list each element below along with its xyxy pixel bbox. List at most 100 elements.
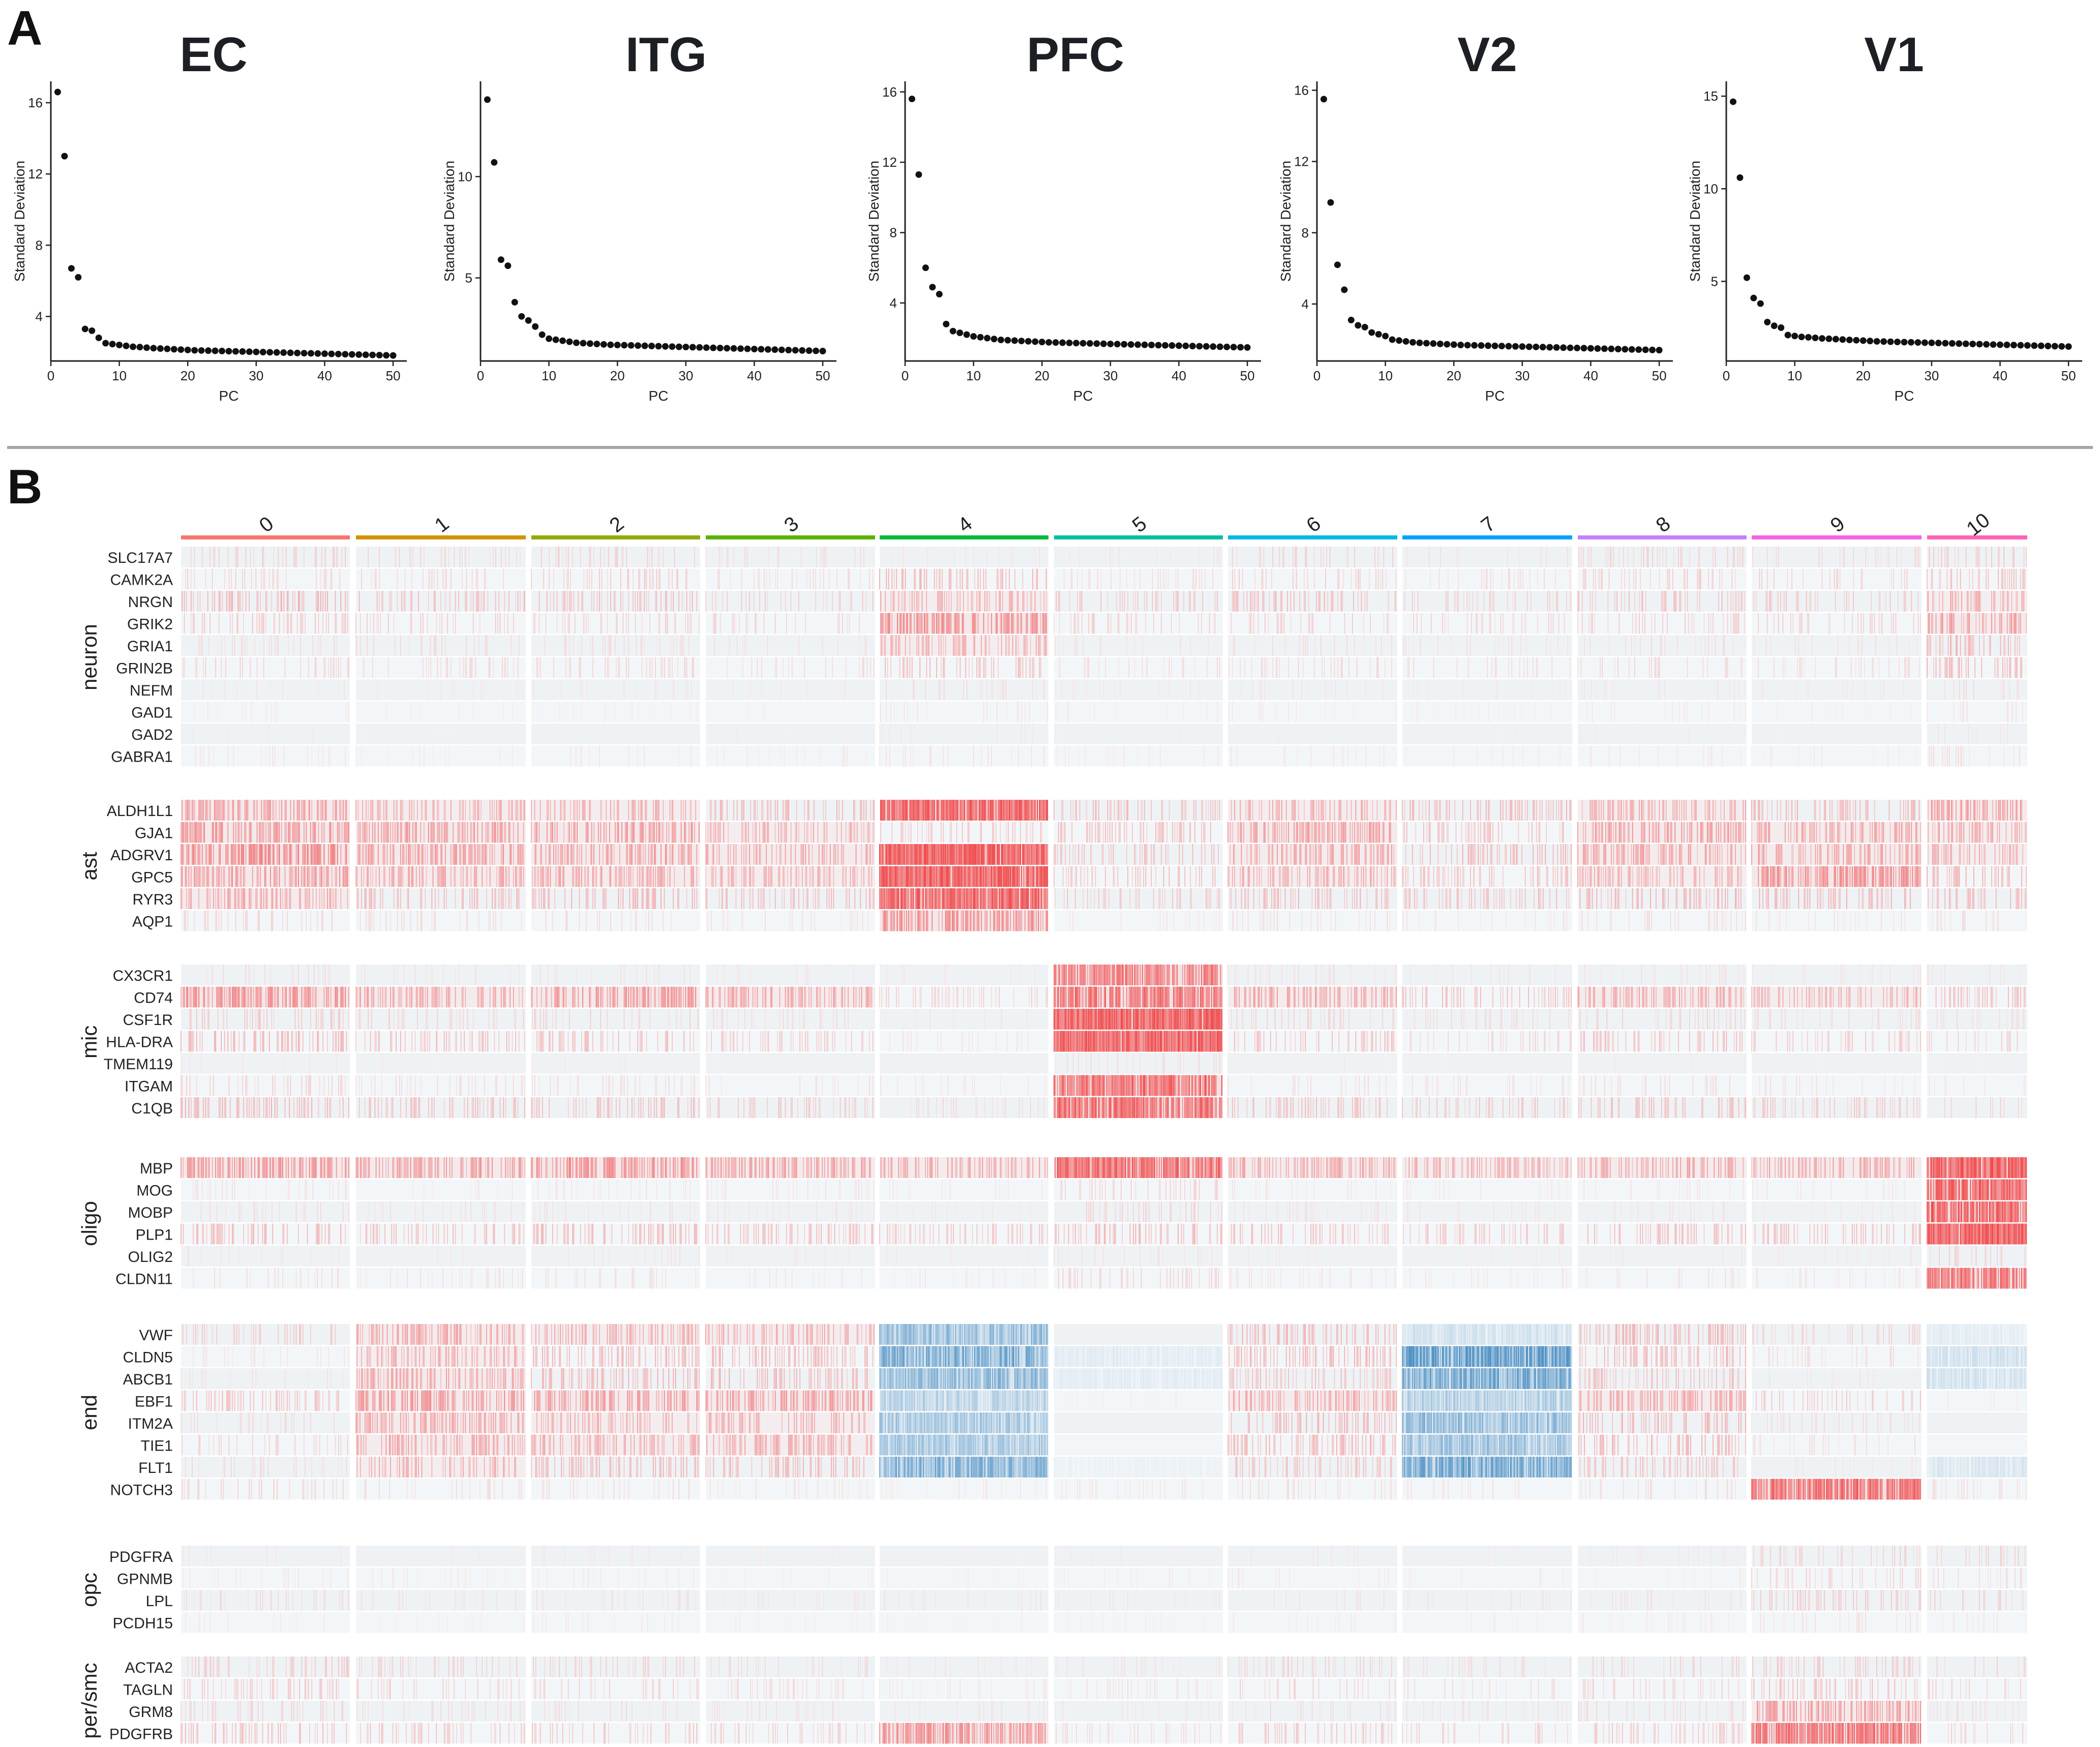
heatmap-cell-stripes <box>242 591 305 612</box>
heatmap-cell-stripes <box>430 657 508 678</box>
heatmap-cell-stripes <box>727 547 824 567</box>
data-point <box>225 348 232 355</box>
data-point <box>75 274 82 281</box>
heatmap-cell-stripes <box>538 591 666 612</box>
heatmap-cell-stripes <box>1609 547 1716 567</box>
gene-row-gja1: GJA1 <box>135 822 2027 843</box>
heatmap-cell-stripes <box>232 591 300 612</box>
data-point <box>1134 341 1142 348</box>
heatmap-cell-bg <box>880 547 1048 567</box>
data-point <box>212 347 219 354</box>
x-tick-label: 40 <box>1172 368 1186 383</box>
heatmap-cell-stripes <box>1262 568 1376 590</box>
heatmap-cell-stripes <box>610 568 670 590</box>
heatmap-cell-stripes <box>905 635 1002 656</box>
heatmap-cell-bg <box>1578 965 1747 985</box>
heatmap-cell-stripes <box>1708 613 1736 634</box>
panel-b-label: B <box>7 460 42 514</box>
heatmap-cell-stripes <box>1236 547 1315 567</box>
heatmap-cell-stripes <box>1643 547 1654 567</box>
data-point <box>518 313 525 320</box>
heatmap-cell-bg <box>1578 547 1747 567</box>
data-point <box>1148 342 1155 349</box>
heatmap-cell-stripes <box>355 613 496 634</box>
heatmap-cell-stripes <box>1595 568 1686 590</box>
heatmap-cell-stripes <box>1430 568 1485 590</box>
heatmap-cell-stripes <box>1237 591 1259 612</box>
heatmap-cell-stripes <box>1261 568 1370 590</box>
heatmap-cell-stripes <box>1295 547 1306 567</box>
data-point <box>1791 333 1798 340</box>
heatmap-cell-stripes <box>184 591 215 612</box>
data-point <box>1921 339 1928 346</box>
y-axis-title: Standard Deviation <box>12 161 27 282</box>
data-point <box>191 347 198 354</box>
heatmap-cell-bg <box>1927 965 2027 985</box>
data-point <box>511 298 518 306</box>
heatmap-cell-stripes <box>183 657 334 678</box>
cluster-color-bar <box>880 535 1048 539</box>
heatmap-cell-stripes <box>410 613 443 634</box>
y-axis-title: Standard Deviation <box>1687 161 1703 282</box>
heatmap-cell-stripes <box>1961 613 2027 634</box>
heatmap-cell-stripes <box>1632 613 1738 634</box>
heatmap-cell-stripes <box>374 568 406 590</box>
cluster-color-bar <box>181 535 350 539</box>
heatmap-cell-bg <box>1054 844 1223 865</box>
data-point <box>600 341 607 348</box>
data-point <box>1798 334 1805 341</box>
heatmap-cell-bg <box>880 635 1048 656</box>
x-axis-title: PC <box>649 388 669 404</box>
heatmap-cell-bg <box>1228 701 1397 722</box>
heatmap-cell-stripes <box>1163 568 1194 590</box>
heatmap-cell-bg <box>181 745 350 767</box>
heatmap-cell-bg <box>1402 635 1572 656</box>
heatmap-cell-stripes <box>1935 635 1974 656</box>
heatmap-cell-stripes <box>658 547 695 567</box>
heatmap-cell-bg <box>1228 910 1397 931</box>
heatmap-cell-stripes <box>1451 635 1499 656</box>
heatmap-cell-stripes <box>1947 635 1991 656</box>
heatmap-cell-stripes <box>1099 635 1135 656</box>
heatmap-cell-stripes <box>1991 591 2025 612</box>
heatmap-cell-stripes <box>618 657 685 678</box>
heatmap-cell-stripes <box>1808 613 1875 634</box>
heatmap-cell-bg <box>1228 568 1397 590</box>
heatmap-cell-stripes <box>888 568 906 590</box>
cluster-label: 8 <box>1652 513 1675 537</box>
data-point <box>689 344 696 351</box>
x-axis-title: PC <box>1895 388 1914 404</box>
y-axis-title: Standard Deviation <box>441 161 457 282</box>
heatmap-cell-stripes <box>237 547 283 567</box>
data-point <box>1141 341 1148 348</box>
heatmap-cell-bg <box>1402 986 1572 1008</box>
cluster-label: 5 <box>1128 513 1151 537</box>
heatmap-cell-stripes <box>1111 613 1147 634</box>
data-point <box>737 345 744 352</box>
data-point <box>273 349 280 356</box>
heatmap-cell-bg <box>531 657 700 678</box>
heatmap-cell-stripes <box>1073 613 1132 634</box>
data-point <box>95 334 102 341</box>
group-label-neuron: neuron <box>77 624 101 690</box>
data-point <box>943 320 950 327</box>
heatmap-cell-bg <box>1927 745 2027 767</box>
heatmap-cell-stripes <box>1069 547 1171 567</box>
heatmap-cell-stripes <box>262 547 346 567</box>
heatmap-cell-stripes <box>1940 568 1970 590</box>
heatmap-cell-stripes <box>1960 568 2025 590</box>
heatmap-cell-stripes <box>564 613 569 634</box>
heatmap-cell-bg <box>706 800 875 821</box>
heatmap-cell-stripes <box>1494 635 1552 656</box>
y-tick-label: 4 <box>890 295 897 311</box>
heatmap-cell-stripes <box>1799 613 1919 634</box>
heatmap-cell-bg <box>1578 613 1747 634</box>
heatmap-cell-stripes <box>938 591 1018 612</box>
data-point <box>949 327 956 335</box>
heatmap-cell-bg <box>1054 888 1223 909</box>
heatmap-cell-bg <box>1752 679 1922 700</box>
data-point <box>1553 344 1560 351</box>
heatmap-cell-stripes <box>1155 591 1195 612</box>
data-point <box>1729 98 1736 105</box>
data-point <box>1196 343 1203 350</box>
